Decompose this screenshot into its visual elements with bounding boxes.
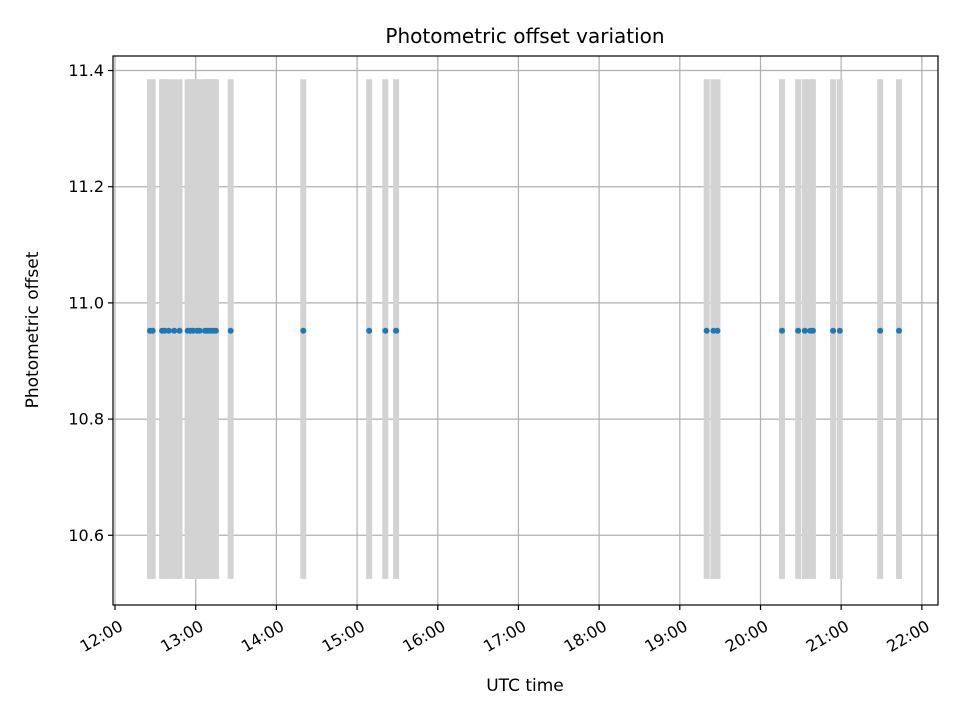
data-point	[171, 327, 178, 334]
data-point	[227, 327, 234, 334]
y-tick-label: 11.4	[68, 61, 104, 80]
data-point	[830, 327, 837, 334]
data-point	[703, 327, 710, 334]
y-tick-label: 11.0	[68, 293, 104, 312]
data-point	[382, 327, 389, 334]
data-point	[149, 327, 156, 334]
data-point	[801, 327, 808, 334]
data-point	[714, 327, 721, 334]
data-point	[809, 327, 816, 334]
data-point	[836, 327, 843, 334]
y-axis-label: Photometric offset	[23, 251, 43, 408]
y-tick-label: 10.6	[68, 526, 104, 545]
data-point	[176, 327, 183, 334]
x-axis-label: UTC time	[486, 676, 564, 696]
data-points	[146, 327, 903, 334]
data-point	[366, 327, 373, 334]
data-point	[196, 327, 203, 334]
y-tick-label: 10.8	[68, 410, 104, 429]
data-point	[896, 327, 903, 334]
data-point	[165, 327, 172, 334]
data-point	[877, 327, 884, 334]
data-point	[300, 327, 307, 334]
plot-frame	[112, 55, 939, 606]
data-point	[795, 327, 802, 334]
data-point	[779, 327, 786, 334]
data-point	[212, 327, 219, 334]
data-point	[393, 327, 400, 334]
y-tick-label: 11.2	[68, 177, 104, 196]
chart-title: Photometric offset variation	[385, 24, 664, 48]
